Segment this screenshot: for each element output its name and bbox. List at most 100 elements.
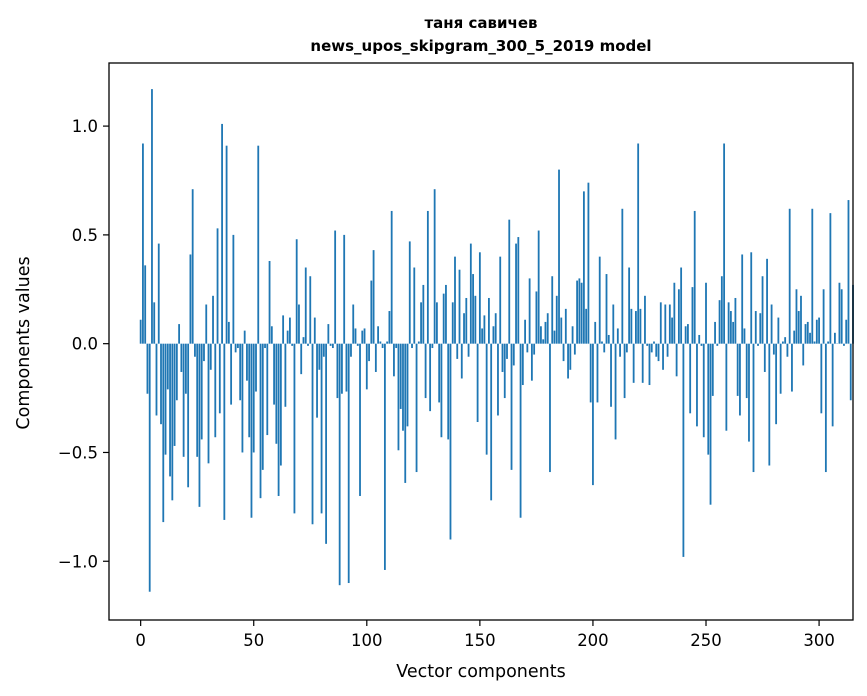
bar-233	[666, 343, 669, 357]
bar-157	[494, 313, 497, 344]
bar-172	[528, 278, 531, 344]
bar-20	[184, 343, 187, 394]
bar-124	[420, 302, 422, 344]
bar-150	[478, 252, 481, 344]
bar-293	[802, 343, 805, 366]
bar-129	[431, 343, 434, 349]
bar-304	[827, 341, 830, 344]
bar-301	[820, 343, 823, 414]
bar-115	[399, 343, 402, 409]
bar-208	[610, 343, 612, 407]
bar-95	[354, 328, 357, 344]
bar-82	[325, 343, 327, 544]
bar-27	[200, 343, 203, 440]
bar-223	[644, 295, 646, 344]
bar-282	[777, 317, 780, 344]
bar-series	[139, 89, 854, 592]
bar-228	[655, 343, 658, 357]
bar-283	[779, 343, 782, 394]
bar-219	[635, 311, 637, 344]
bar-72	[302, 337, 305, 344]
bar-74	[307, 343, 309, 346]
bar-252	[709, 343, 712, 505]
y-tick-label: −1.0	[58, 552, 98, 571]
bar-277	[766, 258, 768, 344]
bar-44	[239, 343, 242, 401]
bar-310	[840, 289, 843, 344]
bar-52	[257, 145, 260, 344]
y-tick-label: 0.5	[72, 226, 98, 245]
bar-275	[761, 276, 764, 344]
bar-205	[603, 343, 606, 353]
bar-147	[472, 274, 474, 344]
bar-191	[571, 326, 574, 344]
bar-104	[374, 343, 377, 372]
bar-91	[345, 343, 348, 392]
bar-29	[205, 304, 208, 344]
bar-142	[460, 343, 463, 379]
bar-196	[582, 191, 585, 344]
bar-238	[677, 289, 680, 344]
bar-289	[793, 330, 796, 344]
bar-94	[352, 304, 355, 344]
bar-46	[243, 330, 246, 344]
bar-71	[300, 343, 303, 375]
bar-272	[754, 311, 757, 344]
bar-156	[492, 326, 495, 344]
x-tick-label: 100	[351, 631, 383, 650]
bar-2	[144, 265, 147, 344]
bar-288	[791, 343, 793, 392]
bar-88	[338, 343, 341, 586]
bar-68	[293, 343, 296, 514]
bar-257	[720, 276, 723, 344]
y-axis-label: Components values	[14, 256, 34, 429]
bar-169	[521, 343, 524, 386]
bar-291	[797, 311, 800, 344]
bar-41	[232, 234, 235, 344]
bar-279	[770, 304, 773, 344]
bar-167	[517, 237, 520, 344]
bar-19	[182, 343, 185, 457]
bar-25	[196, 343, 199, 457]
bar-112	[393, 343, 395, 377]
y-tick-label: −0.5	[58, 443, 98, 462]
bar-86	[334, 230, 337, 344]
bar-263	[734, 297, 737, 344]
bar-48	[248, 343, 251, 438]
bar-187	[562, 343, 565, 362]
bar-92	[347, 343, 350, 584]
bar-160	[501, 343, 504, 372]
bar-210	[614, 343, 617, 440]
x-tick-label: 200	[577, 631, 609, 650]
bar-207	[607, 334, 610, 344]
bar-295	[806, 321, 809, 344]
bar-201	[594, 321, 597, 344]
bar-144	[465, 297, 468, 344]
bar-45	[241, 343, 244, 453]
y-tick-label: 0.0	[72, 335, 98, 354]
bar-222	[641, 343, 644, 383]
bar-3	[146, 343, 149, 394]
bar-140	[456, 343, 459, 359]
bar-39	[227, 321, 230, 344]
bar-62	[279, 343, 282, 466]
bar-192	[573, 343, 576, 355]
bar-177	[540, 326, 542, 344]
bar-215	[625, 343, 628, 353]
bar-133	[440, 343, 443, 438]
bar-101	[368, 343, 370, 362]
bar-218	[632, 343, 635, 383]
bar-149	[476, 343, 479, 423]
bar-309	[838, 282, 841, 344]
bar-313	[847, 200, 850, 344]
bar-270	[750, 252, 753, 344]
bar-83	[327, 324, 330, 344]
bar-66	[289, 317, 291, 344]
bar-178	[542, 339, 545, 344]
x-tick-label: 250	[690, 631, 722, 650]
bar-138	[451, 302, 454, 344]
bar-81	[322, 343, 325, 357]
bar-108	[383, 343, 386, 570]
bar-125	[422, 284, 425, 344]
